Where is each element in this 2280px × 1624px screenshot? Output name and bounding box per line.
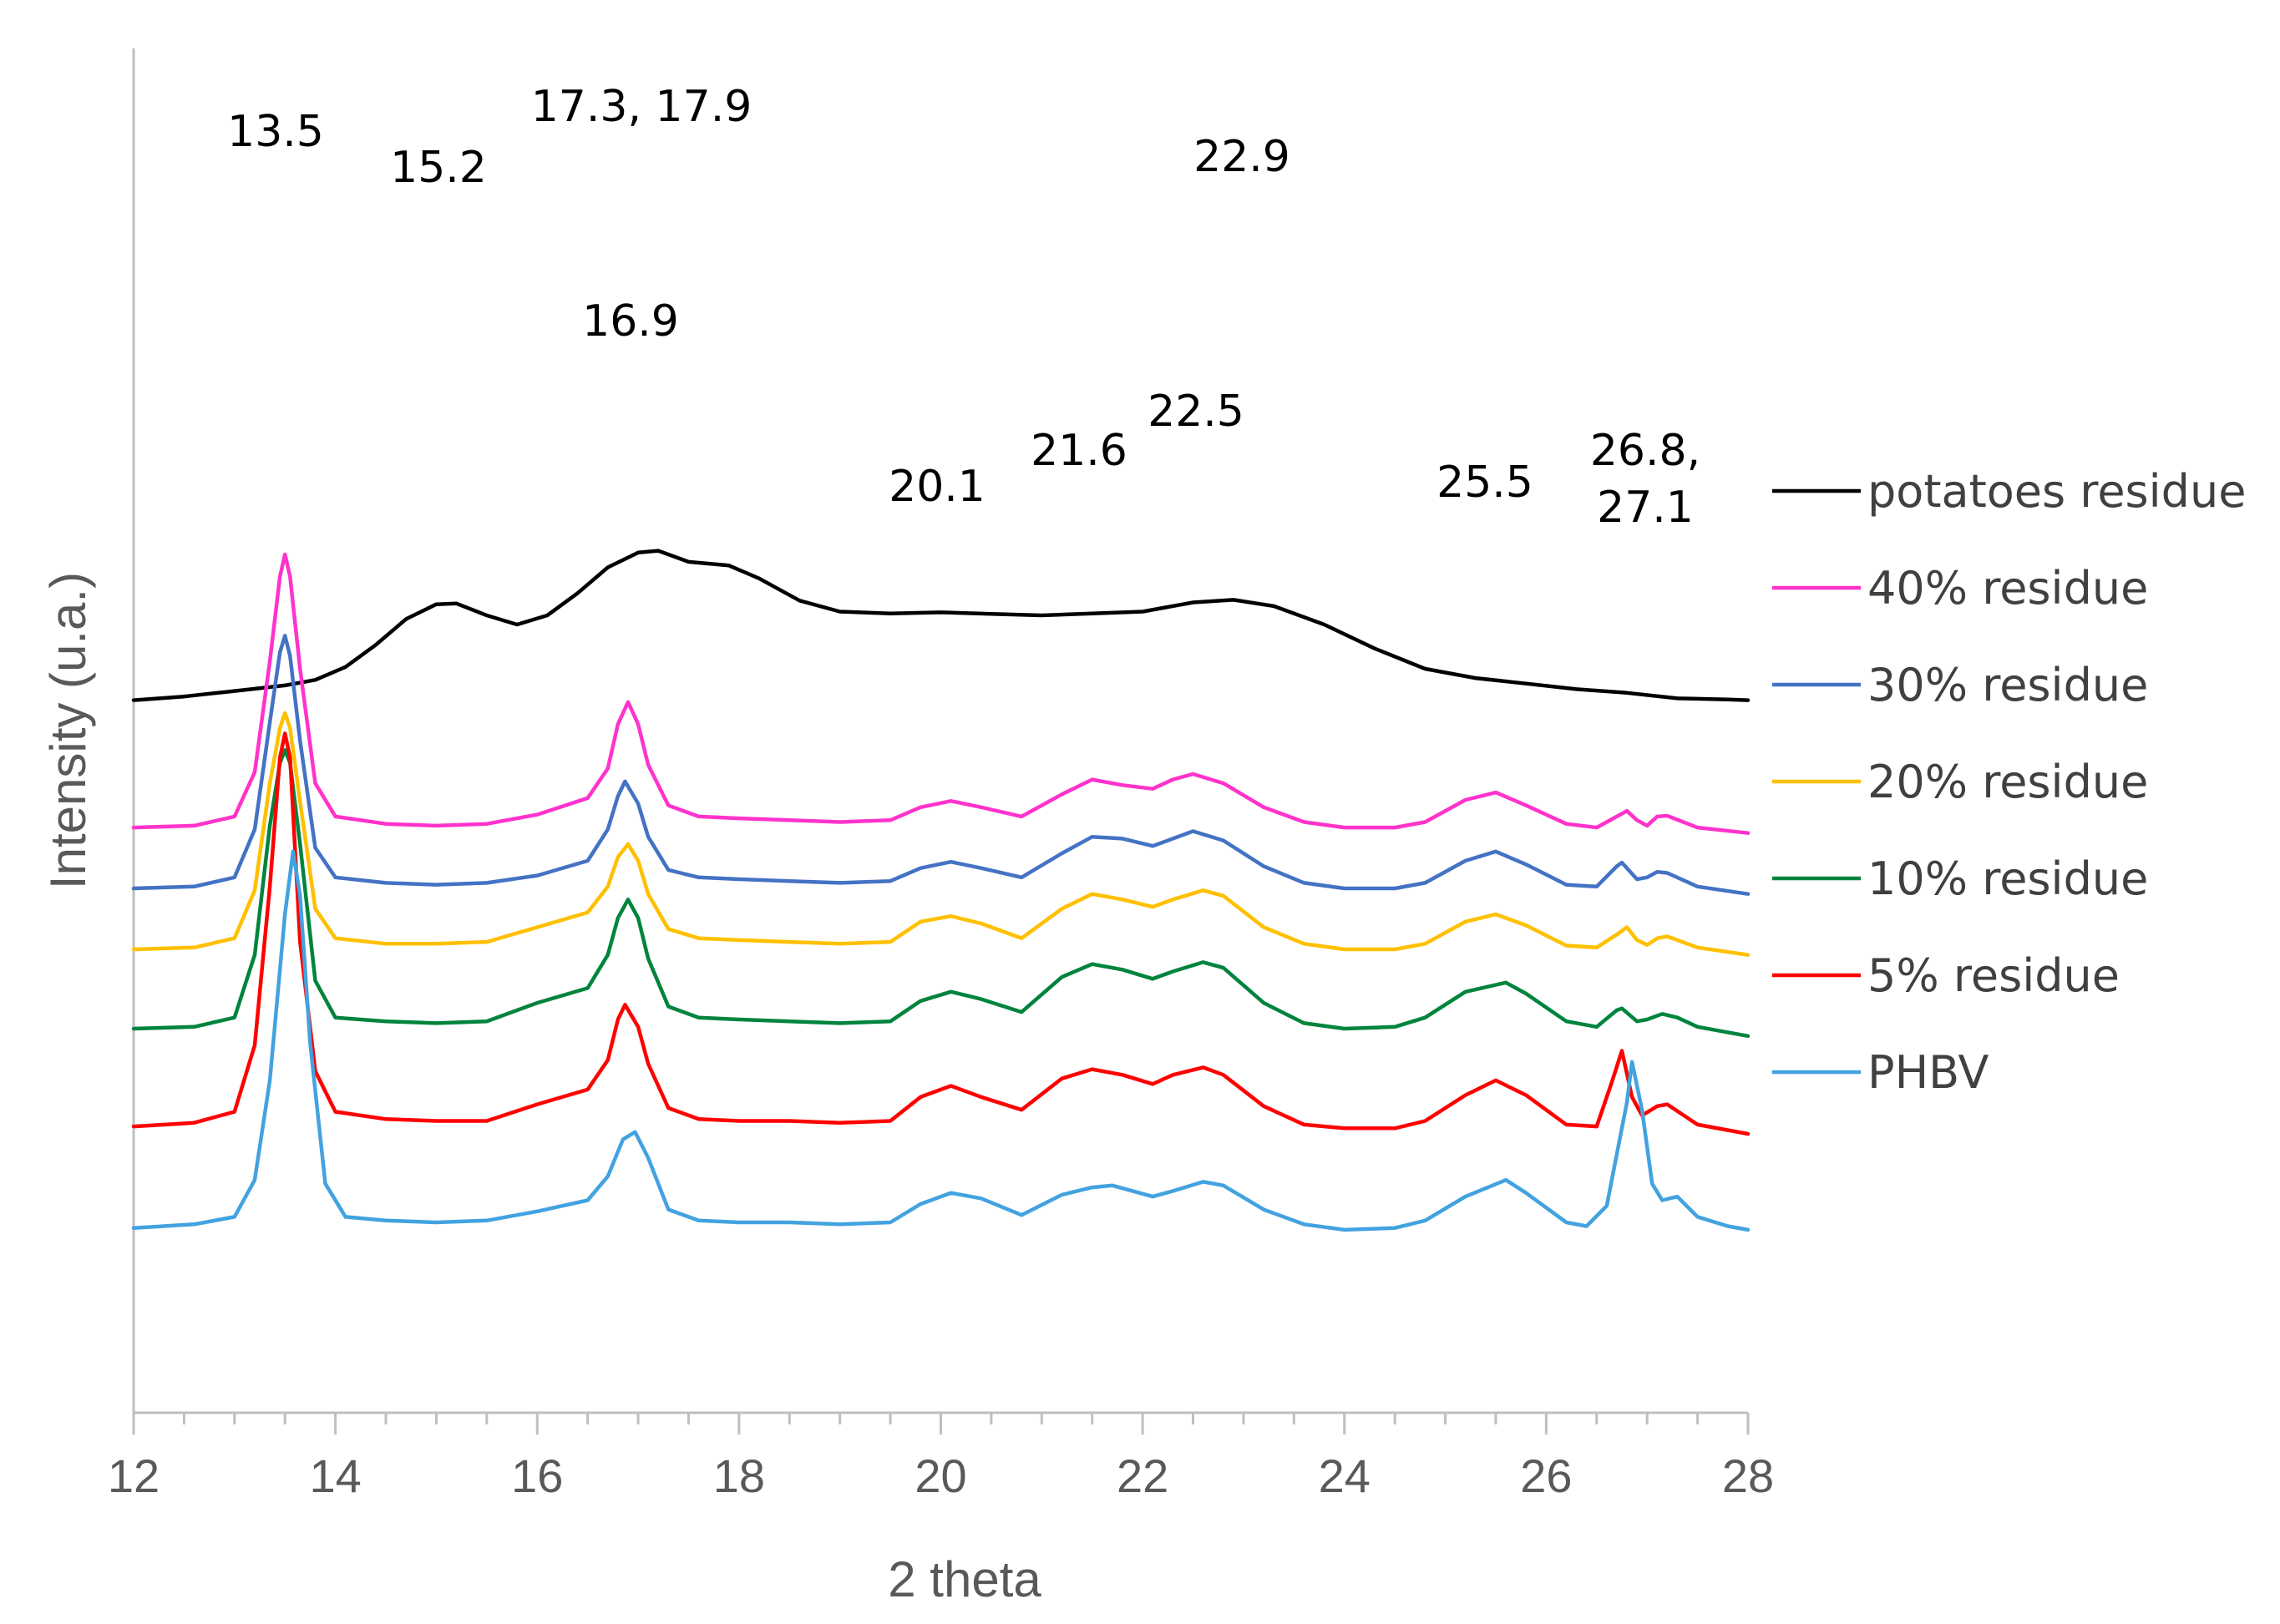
x-tick-label: 26 (1520, 1449, 1572, 1502)
series-line-6 (131, 849, 1751, 1232)
series-line-4 (131, 748, 1751, 1039)
peak-annotation: 22.9 (1193, 132, 1290, 182)
x-tick-label: 20 (915, 1449, 966, 1502)
x-tick-label: 22 (1117, 1449, 1168, 1502)
x-ticks (132, 1413, 1750, 1434)
legend-label-4: 10% residue (1867, 852, 2148, 905)
series-line-1 (131, 552, 1751, 835)
axes: 12 14 16 18 20 22 24 26 28 (108, 48, 1774, 1502)
peak-annotation: 21.6 (1031, 426, 1127, 476)
series-line-5 (131, 731, 1751, 1136)
annotations: 13.5 15.2 17.3, 17.9 22.9 16.9 20.1 21.6 22.5 25… (227, 82, 1700, 533)
peak-annotation: 15.2 (390, 143, 487, 193)
x-tick-labels: 12 14 16 18 20 22 24 26 28 (108, 1449, 1774, 1502)
legend-label-6: PHBV (1867, 1046, 1989, 1099)
y-axis-title: Intensity (u.a.) (40, 572, 96, 889)
legend: potatoes residue 40% residue 30% residue 20… (1772, 465, 2246, 1099)
x-tick-label: 16 (511, 1449, 563, 1502)
legend-label-3: 20% residue (1867, 756, 2148, 808)
peak-annotation: 13.5 (227, 107, 324, 157)
x-axis-title: 2 theta (888, 1551, 1041, 1607)
peak-annotation: 17.3, 17.9 (531, 82, 752, 132)
peak-annotation: 20.1 (889, 462, 985, 512)
series-line-2 (131, 634, 1751, 896)
series-line-3 (131, 711, 1751, 957)
peak-annotation: 22.5 (1148, 387, 1244, 437)
legend-label-1: 40% residue (1867, 562, 2148, 615)
x-tick-label: 28 (1722, 1449, 1774, 1502)
series-line-0 (131, 549, 1751, 702)
peak-annotation: 26.8, (1590, 426, 1700, 476)
peak-annotation: 25.5 (1436, 458, 1533, 508)
legend-label-5: 5% residue (1867, 949, 2120, 1002)
x-tick-label: 12 (108, 1449, 160, 1502)
peak-annotation: 27.1 (1597, 483, 1694, 533)
peak-annotation: 16.9 (582, 296, 679, 347)
legend-label-2: 30% residue (1867, 659, 2148, 711)
x-tick-label: 24 (1319, 1449, 1371, 1502)
x-tick-label: 14 (309, 1449, 361, 1502)
series-group (131, 549, 1751, 1232)
legend-label-0: potatoes residue (1867, 465, 2246, 518)
x-tick-label: 18 (713, 1449, 765, 1502)
